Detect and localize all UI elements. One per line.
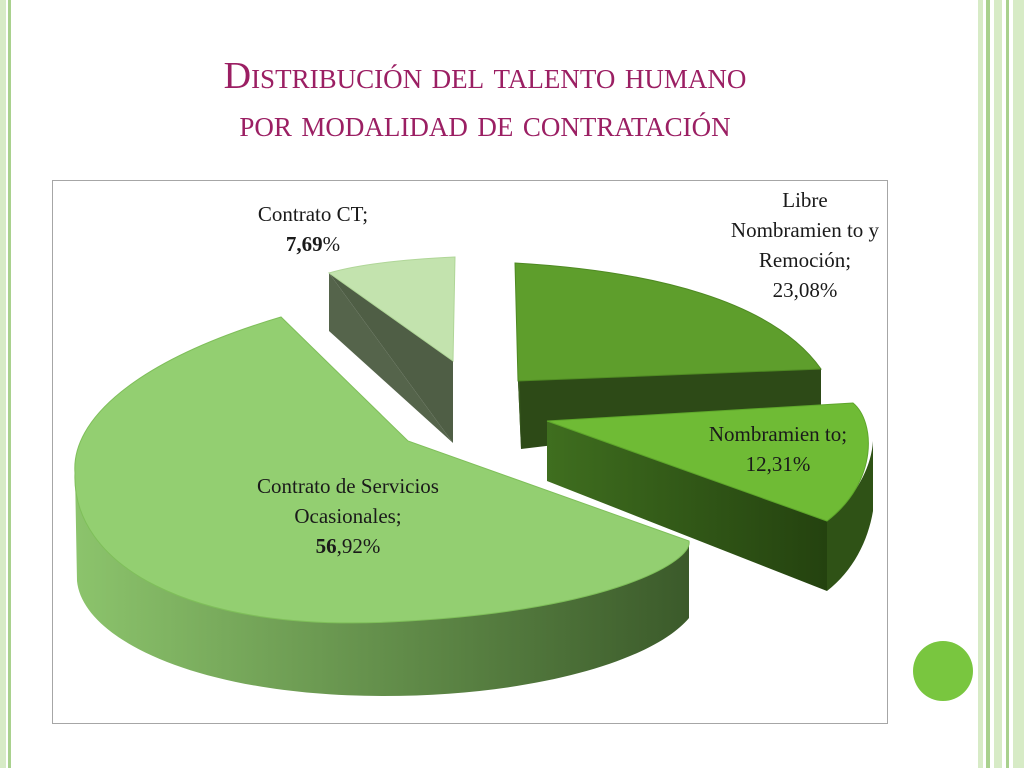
slice-side-servicios [74, 473, 690, 696]
decor-stripe [1006, 0, 1009, 768]
title-line-2: por modalidad de contratación [239, 103, 731, 145]
label-libre-nombramiento-value: 23,08% [772, 278, 838, 302]
slice-side-ct-left [329, 273, 453, 443]
label-nombramiento-value: 12,31% [745, 452, 811, 476]
label-servicios-ocasionales: Contrato de Servicios Ocasionales; 56,92… [253, 471, 443, 561]
decor-stripe [978, 0, 983, 768]
slice-nombramiento [546, 402, 869, 522]
pie-chart [74, 256, 873, 696]
label-nombramiento-name: Nombramien to; [708, 422, 848, 446]
decor-stripe [8, 0, 11, 768]
decor-stripe [986, 0, 990, 768]
decor-stripe [1013, 0, 1024, 768]
label-libre-nombramiento: Libre Nombramien to y Remoción; 23,08% [725, 185, 885, 305]
label-servicios-value-bold: 56 [315, 534, 337, 558]
slice-contrato-ct [327, 256, 456, 362]
chart-area: Contrato CT; 7,69% Libre Nombramien to y… [52, 180, 888, 724]
slice-servicios-ocasionales [74, 316, 690, 624]
slice-side-nombramiento [547, 421, 827, 591]
decor-stripe [994, 0, 1002, 768]
decor-stripe [0, 0, 6, 768]
label-contrato-ct-value-bold: 7,69 [285, 232, 323, 256]
title-line-1: Distribución del talento humano [223, 55, 747, 97]
label-contrato-ct: Contrato CT; 7,69% [203, 199, 423, 259]
label-contrato-ct-value-rest: % [322, 232, 341, 256]
label-contrato-ct-name: Contrato CT; [257, 202, 369, 226]
label-nombramiento: Nombramien to; 12,31% [693, 419, 863, 479]
slice-libre-nombramiento [514, 262, 822, 382]
decor-circle [913, 641, 973, 701]
label-servicios-value-rest: ,92% [336, 534, 381, 558]
label-libre-nombramiento-name: Libre Nombramien to y Remoción; [730, 188, 880, 272]
label-servicios-ocasionales-name: Contrato de Servicios Ocasionales; [257, 474, 439, 528]
slice-side-nombramiento-outer [827, 441, 873, 591]
page-title: Distribución del talento humano por moda… [60, 52, 910, 148]
